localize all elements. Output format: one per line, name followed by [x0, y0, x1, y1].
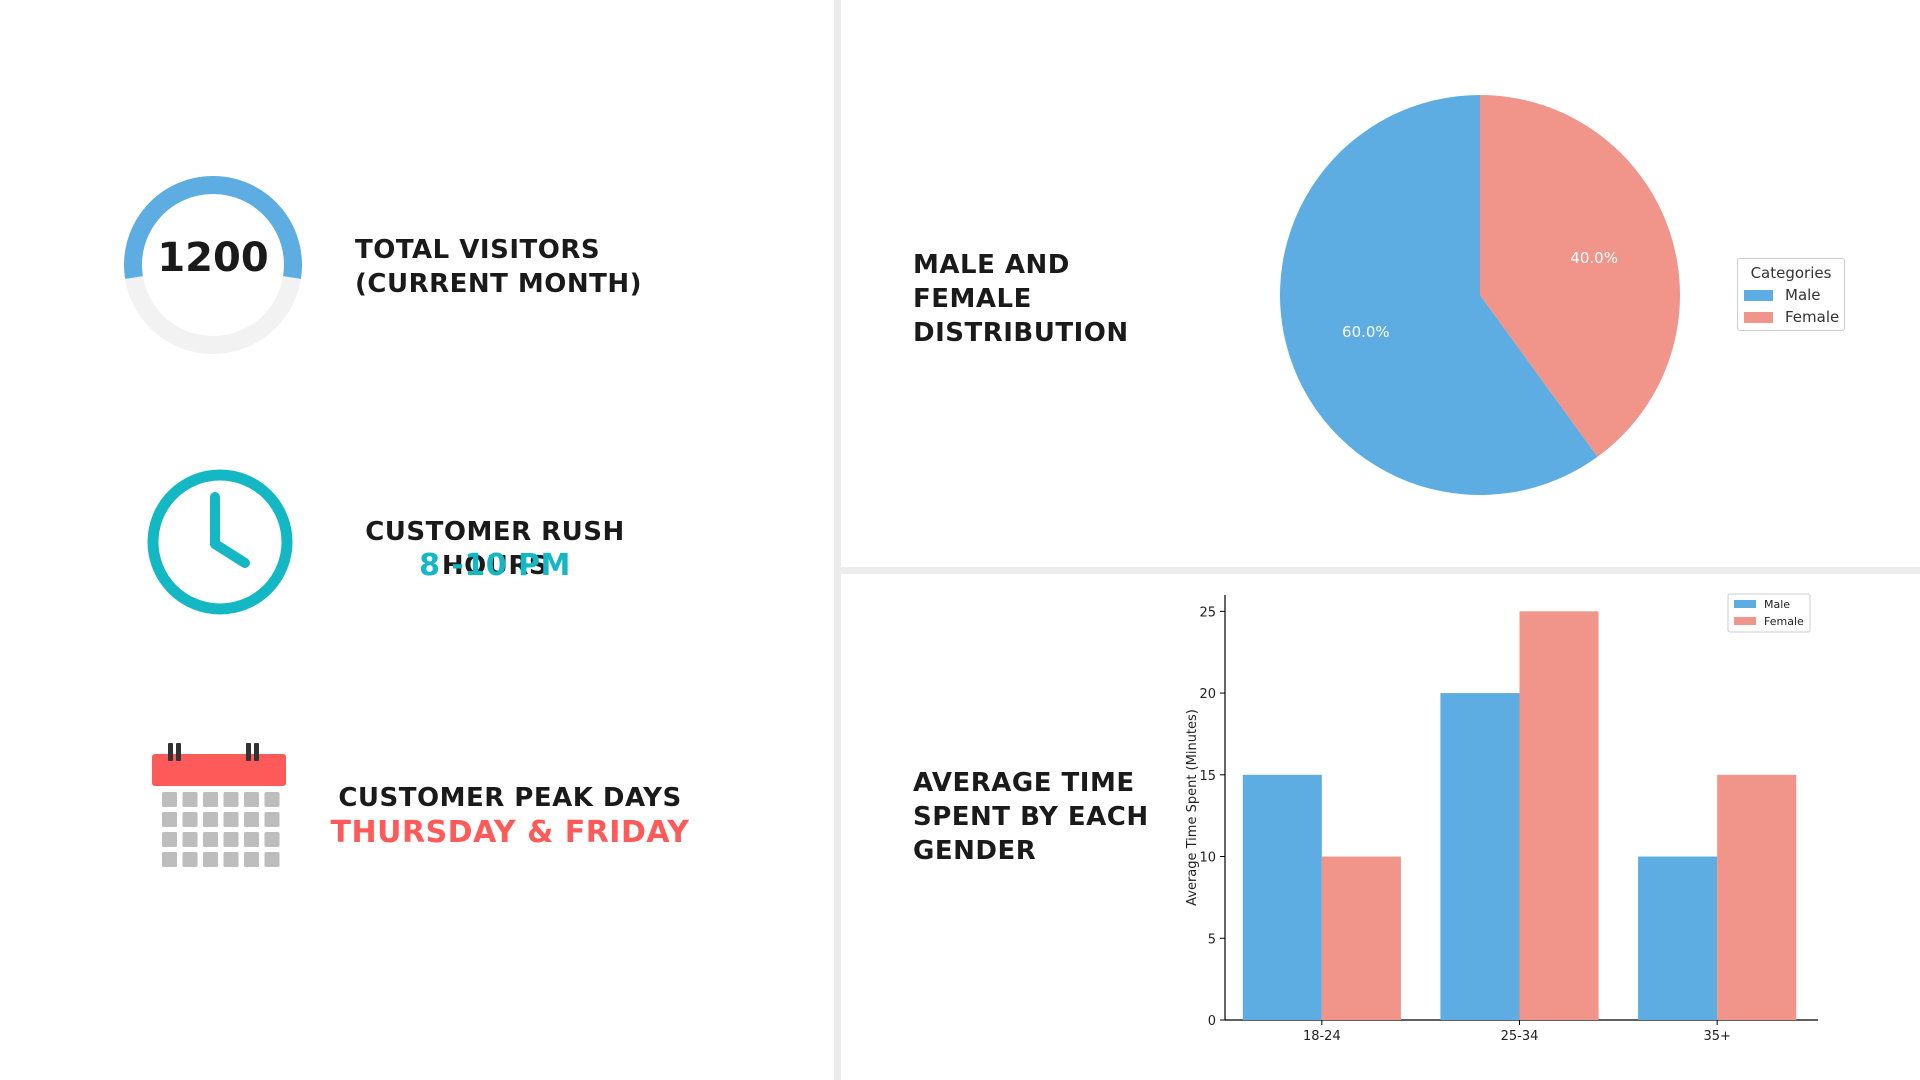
gauge-fill — [124, 176, 302, 279]
peak-days-value: THURSDAY & FRIDAY — [330, 815, 690, 850]
y-axis-label: Average Time Spent (Minutes) — [1185, 709, 1200, 906]
calendar-cell — [223, 792, 239, 807]
bar-legend: Male Female — [1727, 593, 1811, 633]
vertical-divider — [834, 0, 841, 1080]
pie-slice-female — [1480, 95, 1680, 457]
pie-slice-label-female: 40.0% — [1570, 249, 1618, 267]
calendar-cell — [244, 852, 259, 867]
y-tick-label: 15 — [1199, 769, 1216, 784]
pie-legend-label-female: Female — [1785, 308, 1840, 326]
bar-legend-swatch-male — [1734, 600, 1756, 608]
calendar-cell — [182, 832, 198, 847]
pie-legend-item-male: Male — [1744, 285, 1821, 305]
pie-legend: Categories Male Female — [1737, 258, 1845, 331]
y-tick-label: 5 — [1208, 932, 1216, 947]
calendar-cell — [244, 812, 259, 827]
calendar-cell — [203, 792, 218, 807]
calendar-cell — [264, 812, 280, 827]
bar-female-18-24 — [1321, 856, 1401, 1020]
clock-icon — [147, 469, 293, 615]
pie-slice-label-male: 60.0% — [1342, 323, 1390, 341]
calendar-cell — [244, 832, 259, 847]
bar-male-18-24 — [1242, 774, 1322, 1020]
pie-slice-male — [1280, 95, 1598, 495]
bar-male-35+ — [1638, 856, 1718, 1020]
pie-legend-swatch-male — [1744, 289, 1773, 301]
x-tick-label: 25-34 — [1501, 1029, 1539, 1044]
bar-legend-label-male: Male — [1764, 598, 1790, 611]
calendar-cell — [203, 832, 218, 847]
visitors-value: 1200 — [157, 235, 269, 281]
calendar-cell — [203, 852, 218, 867]
bar-legend-label-female: Female — [1764, 615, 1804, 628]
bar-male-25-34 — [1440, 693, 1520, 1020]
bar-legend-swatch-female — [1734, 617, 1756, 625]
rush-hours-label: CUSTOMER RUSH HOURS — [365, 517, 625, 581]
bar-section-heading: AVERAGE TIME SPENT BY EACH GENDER — [913, 768, 1149, 866]
calendar-cell — [182, 812, 198, 827]
calendar-ring — [168, 743, 173, 761]
calendar-cell — [203, 812, 218, 827]
y-tick-label: 25 — [1199, 605, 1216, 620]
bar-chart: 0 5 10 15 20 25 Average Time Spent (Minutes) 18… — [1185, 593, 1818, 1044]
calendar-cell — [162, 812, 177, 827]
pie-legend-label-male: Male — [1785, 286, 1821, 304]
calendar-cell — [223, 852, 239, 867]
calendar-ring — [176, 743, 181, 761]
bar-female-25-34 — [1519, 611, 1599, 1020]
pie-legend-title: Categories — [1750, 264, 1832, 282]
calendar-cell — [264, 792, 280, 807]
calendar-ring — [246, 743, 251, 761]
x-tick-label: 35+ — [1703, 1029, 1730, 1044]
calendar-cell — [223, 832, 239, 847]
calendar-cell — [162, 852, 177, 867]
calendar-icon — [152, 743, 286, 867]
pie-legend-item-female: Female — [1744, 307, 1839, 327]
visitors-gauge — [124, 176, 302, 354]
calendar-cell — [182, 852, 198, 867]
x-tick-label: 18-24 — [1303, 1029, 1341, 1044]
rush-hours-value: 8 -10 PM — [419, 548, 571, 583]
horizontal-divider — [841, 567, 1920, 574]
calendar-cell — [264, 852, 280, 867]
peak-days-label: CUSTOMER PEAK DAYS — [338, 783, 682, 813]
calendar-ring — [254, 743, 259, 761]
calendar-cell — [223, 812, 239, 827]
calendar-cell — [162, 832, 177, 847]
pie-section-heading: MALE AND FEMALE DISTRIBUTION — [913, 250, 1129, 348]
y-tick-label: 10 — [1199, 851, 1216, 866]
calendar-cell — [182, 792, 198, 807]
y-tick-label: 20 — [1199, 687, 1216, 702]
calendar-header — [152, 754, 286, 786]
calendar-cell — [244, 792, 259, 807]
pie-legend-swatch-female — [1744, 311, 1773, 323]
pie-chart: 60.0% 40.0% — [1280, 95, 1680, 495]
visitors-label: TOTAL VISITORS (CURRENT MONTH) — [355, 235, 643, 299]
y-tick-label: 0 — [1208, 1014, 1216, 1029]
bar-female-35+ — [1717, 774, 1797, 1020]
calendar-cell — [162, 792, 177, 807]
calendar-cell — [264, 832, 280, 847]
